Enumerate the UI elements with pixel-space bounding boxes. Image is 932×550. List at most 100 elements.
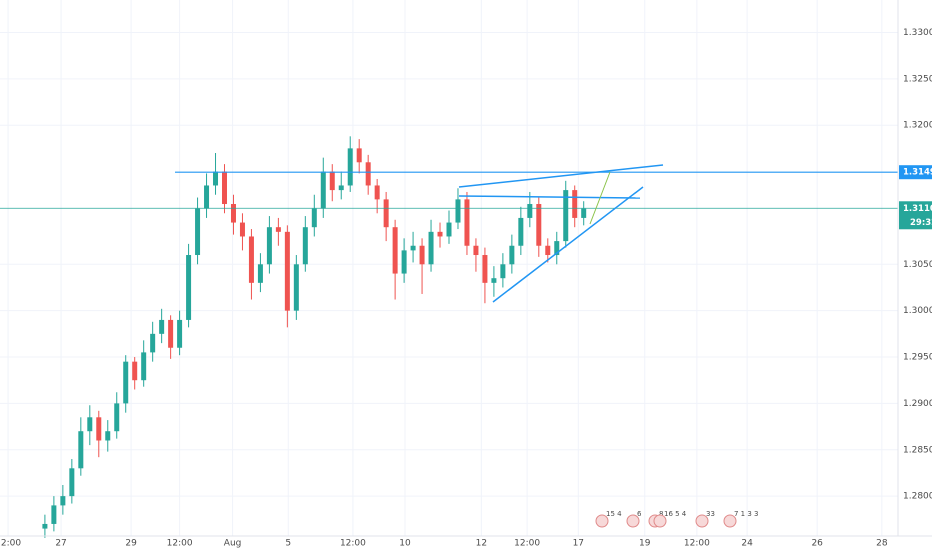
candle-body — [581, 208, 587, 218]
candle-body — [482, 255, 488, 283]
candle-body — [141, 352, 147, 381]
price-tag-label: 1.31104 — [903, 204, 932, 214]
candle-body — [275, 227, 281, 232]
event-marker[interactable]: 16 5 4 — [653, 510, 687, 528]
candle-body — [222, 171, 227, 205]
y-tick-label: 1.30000 — [903, 306, 932, 316]
candle-body — [293, 264, 299, 311]
x-tick-label: 26 — [811, 539, 823, 549]
event-label: 15 4 — [606, 510, 622, 518]
candle-body — [365, 162, 371, 186]
candle-body — [132, 361, 138, 381]
candle-body — [60, 496, 66, 506]
candle-body — [464, 199, 470, 246]
candle-body — [302, 227, 308, 265]
candle-body — [195, 208, 201, 256]
candle-body — [383, 199, 389, 228]
candle-body — [338, 185, 344, 191]
event-icon — [695, 514, 709, 528]
event-icon — [653, 514, 667, 528]
candle-body — [527, 204, 533, 218]
candle-body — [536, 204, 542, 246]
x-tick-label: 17 — [573, 539, 584, 549]
candle-body — [320, 171, 326, 209]
candle-body — [78, 431, 84, 469]
x-tick-label: 5 — [285, 539, 291, 549]
x-tick-label: 27 — [55, 539, 66, 549]
x-tick-label: 12:00 — [514, 539, 540, 549]
candle-body — [518, 217, 524, 246]
price-tag-label: 1.31493 — [903, 168, 932, 178]
candle-body — [114, 403, 120, 432]
candle-body — [204, 185, 210, 209]
candle-body — [572, 190, 578, 218]
candle-body — [105, 431, 111, 441]
y-tick-label: 1.29500 — [903, 353, 932, 363]
trend-line[interactable] — [458, 195, 641, 199]
candle-body — [311, 208, 317, 228]
y-tick-label: 1.33000 — [903, 28, 932, 38]
candle-body — [347, 148, 353, 186]
candle-body — [150, 333, 156, 353]
x-tick-label: Aug — [224, 539, 242, 549]
event-label: 6 — [637, 510, 642, 518]
candle-body — [374, 185, 380, 200]
grid — [0, 0, 898, 536]
event-marker[interactable]: 6 — [626, 510, 642, 528]
candle-body — [545, 245, 551, 256]
countdown: 29:32 — [910, 218, 932, 228]
y-tick-label: 1.29000 — [903, 399, 932, 409]
candle-body — [392, 227, 398, 274]
candle-body — [42, 523, 48, 529]
candle-body — [284, 231, 290, 311]
trend-line[interactable] — [458, 164, 664, 188]
candle-body — [51, 505, 57, 524]
event-marker[interactable]: 7 1 3 3 — [723, 510, 759, 528]
drawings — [458, 164, 664, 303]
candle-body — [123, 361, 129, 404]
x-tick-label: 29 — [125, 539, 137, 549]
axes: 1.28000 1.28500 1.29000 1.29500 1.30000 1.305… — [0, 28, 932, 549]
y-tick-label: 1.28000 — [903, 492, 932, 502]
event-icon — [626, 514, 640, 528]
candle-body — [329, 171, 335, 191]
event-label: 8 — [659, 510, 663, 518]
candle-body — [446, 222, 452, 237]
candle-body — [473, 245, 479, 256]
candle-body — [69, 468, 75, 497]
candle-body — [213, 171, 219, 186]
candle-body — [356, 148, 362, 163]
candle-body — [563, 190, 569, 242]
x-tick-label: 12:00 — [340, 539, 366, 549]
candle-body — [96, 417, 102, 441]
candle-body — [87, 417, 93, 432]
event-marker[interactable]: 33 — [695, 510, 715, 528]
event-icon — [723, 514, 737, 528]
candle-body — [257, 264, 263, 283]
candle-body — [419, 245, 425, 265]
candle-body — [491, 278, 497, 283]
candle-body — [437, 231, 443, 237]
x-tick-label: 10 — [399, 539, 411, 549]
candle-body — [159, 319, 165, 334]
projection-line[interactable] — [589, 171, 611, 225]
event-marker[interactable]: 15 4 — [595, 510, 622, 528]
trend-line[interactable] — [492, 186, 644, 303]
candle-body — [410, 245, 416, 251]
x-tick-label: 12:00 — [167, 539, 193, 549]
event-icon — [595, 514, 609, 528]
candle-body — [248, 236, 254, 283]
candle-body — [455, 199, 461, 223]
price-tag — [899, 165, 932, 180]
event-label: 33 — [706, 510, 715, 518]
candle-body — [266, 227, 272, 265]
y-tick-label: 1.28500 — [903, 445, 932, 455]
candle-body — [230, 204, 236, 223]
candle-body — [428, 231, 434, 265]
x-tick-label: 19 — [639, 539, 651, 549]
x-tick-label: 28 — [876, 539, 888, 549]
candle-body — [177, 319, 183, 348]
x-tick-label: 24 — [741, 539, 753, 549]
